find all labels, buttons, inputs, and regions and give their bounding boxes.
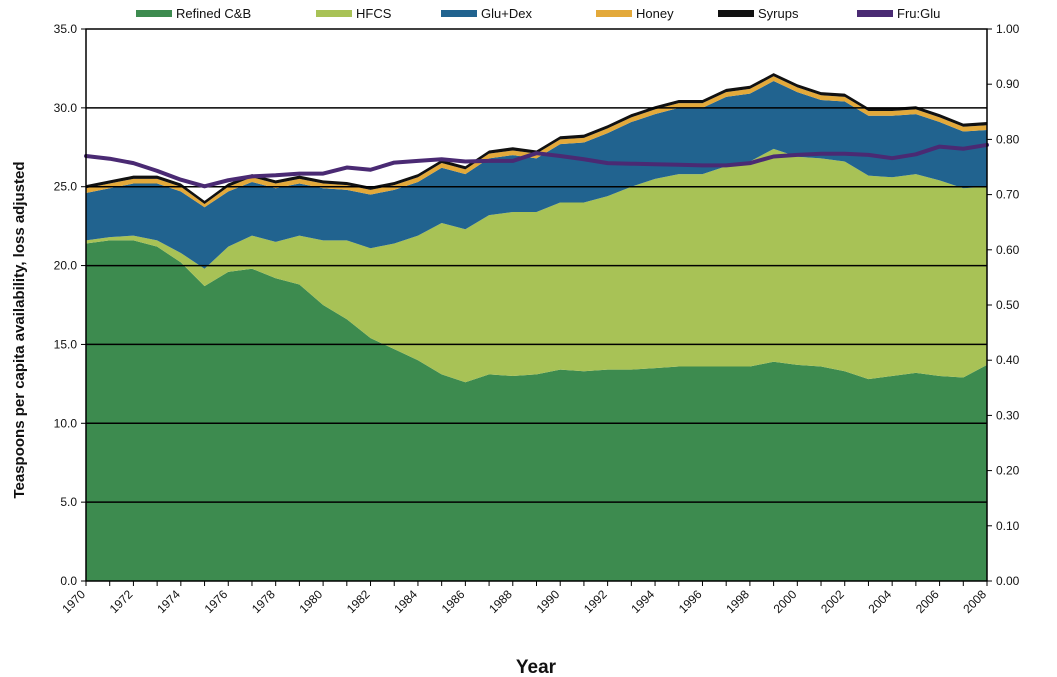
legend-swatch-hfcs bbox=[316, 10, 352, 17]
legend: Refined C&B HFCS Glu+Dex Honey Syrups Fru:Glu bbox=[136, 6, 940, 21]
y-axis-title: Teaspoons per capita availability, loss … bbox=[11, 161, 28, 498]
fru-glu-line bbox=[84, 142, 989, 189]
x-tick-label: 2004 bbox=[865, 587, 894, 616]
x-tick-label: 1974 bbox=[154, 587, 183, 616]
x-tick-label: 1982 bbox=[344, 587, 373, 616]
x-tick-label: 2006 bbox=[913, 587, 942, 616]
legend-swatch-fru-glu bbox=[857, 10, 893, 17]
x-tick-label: 1976 bbox=[202, 587, 231, 616]
left-tick-label: 30.0 bbox=[54, 101, 78, 115]
x-tick-label: 1978 bbox=[249, 587, 278, 616]
left-tick-label: 15.0 bbox=[54, 337, 78, 351]
right-tick-label: 0.20 bbox=[996, 464, 1020, 478]
left-tick-label: 10.0 bbox=[54, 416, 78, 430]
legend-label-fru-glu: Fru:Glu bbox=[897, 6, 940, 21]
right-tick-label: 0.50 bbox=[996, 298, 1020, 312]
legend-label-syrups: Syrups bbox=[758, 6, 799, 21]
right-tick-label: 0.00 bbox=[996, 574, 1020, 588]
x-tick-label: 1992 bbox=[581, 587, 610, 616]
x-axis-title: Year bbox=[516, 657, 557, 677]
x-tick-label: 1988 bbox=[486, 587, 515, 616]
x-tick-label: 1970 bbox=[59, 587, 88, 616]
x-tick-label: 1990 bbox=[534, 587, 563, 616]
right-axis-ticks: 0.00 0.10 0.20 0.30 0.40 0.50 0.60 0.70 0.80 0.90… bbox=[987, 22, 1020, 588]
legend-label-refined-c-b: Refined C&B bbox=[176, 6, 251, 21]
area-glu-dex bbox=[86, 81, 987, 269]
left-tick-label: 25.0 bbox=[54, 180, 78, 194]
right-tick-label: 0.60 bbox=[996, 243, 1020, 257]
right-tick-label: 0.80 bbox=[996, 132, 1020, 146]
x-axis-ticks: 1970 1972 1974 1976 1978 1980 1982 1984 1986 1988… bbox=[59, 581, 989, 616]
left-tick-label: 0.0 bbox=[60, 574, 77, 588]
x-tick-label: 1972 bbox=[107, 587, 136, 616]
right-tick-label: 0.30 bbox=[996, 408, 1020, 422]
right-tick-label: 0.10 bbox=[996, 519, 1020, 533]
legend-label-glu-dex: Glu+Dex bbox=[481, 6, 532, 21]
x-tick-label: 1980 bbox=[296, 587, 325, 616]
x-tick-label: 2000 bbox=[771, 587, 800, 616]
legend-swatch-glu-dex bbox=[441, 10, 477, 17]
x-tick-label: 1998 bbox=[723, 587, 752, 616]
stacked-areas bbox=[86, 73, 987, 581]
right-tick-label: 1.00 bbox=[996, 22, 1020, 36]
x-tick-label: 2002 bbox=[818, 587, 847, 616]
x-tick-label: 2008 bbox=[960, 587, 989, 616]
legend-swatch-refined-c-b bbox=[136, 10, 172, 17]
left-axis-ticks: 0.0 5.0 10.0 15.0 20.0 25.0 30.0 35.0 bbox=[54, 22, 86, 588]
right-tick-label: 0.90 bbox=[996, 77, 1020, 91]
left-tick-label: 35.0 bbox=[54, 22, 78, 36]
x-tick-label: 1986 bbox=[439, 587, 468, 616]
legend-swatch-honey bbox=[596, 10, 632, 17]
right-tick-label: 0.70 bbox=[996, 188, 1020, 202]
x-tick-label: 1994 bbox=[628, 587, 657, 616]
x-tick-label: 1984 bbox=[391, 587, 420, 616]
left-tick-label: 5.0 bbox=[60, 495, 77, 509]
legend-label-hfcs: HFCS bbox=[356, 6, 392, 21]
left-tick-label: 20.0 bbox=[54, 259, 78, 273]
legend-label-honey: Honey bbox=[636, 6, 674, 21]
right-tick-label: 0.40 bbox=[996, 353, 1020, 367]
legend-swatch-syrups bbox=[718, 10, 754, 17]
x-tick-label: 1996 bbox=[676, 587, 705, 616]
area-refined-c-b bbox=[86, 240, 987, 581]
gridlines bbox=[86, 107, 987, 503]
fru-glu-line-group bbox=[84, 142, 989, 189]
